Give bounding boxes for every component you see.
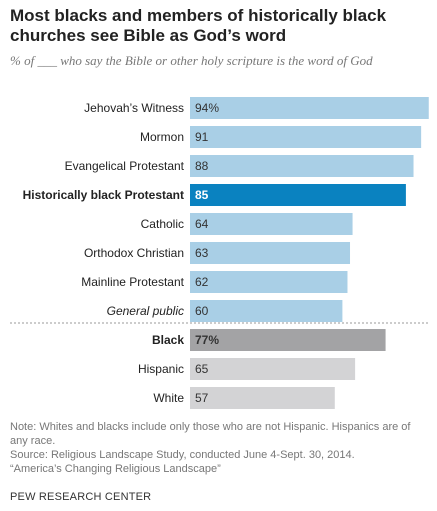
category-label: Catholic	[141, 217, 184, 231]
category-label: Black	[152, 333, 184, 347]
category-label: Evangelical Protestant	[65, 159, 185, 173]
value-label: 60	[195, 304, 209, 318]
source-text: Source: Religious Landscape Study, condu…	[10, 449, 355, 461]
value-label: 91	[195, 130, 209, 144]
value-label: 63	[195, 246, 209, 260]
category-label: Mormon	[140, 130, 184, 144]
category-label: White	[153, 391, 184, 405]
chart-title: Most blacks and members of historically …	[10, 6, 387, 45]
value-label: 85	[195, 188, 209, 202]
bar	[190, 358, 356, 380]
category-label: General public	[107, 304, 184, 318]
bar	[190, 300, 343, 322]
category-label: Jehovah’s Witness	[84, 101, 184, 115]
bar	[190, 97, 429, 119]
value-label: 88	[195, 159, 209, 173]
bar	[190, 155, 414, 177]
value-label: 64	[195, 217, 209, 231]
category-label: Historically black Protestant	[23, 188, 184, 202]
note-text: Note: Whites and blacks include only tho…	[10, 421, 411, 447]
bar-chart: Jehovah’s Witness 94% Mormon 91 Evangelical …	[10, 97, 430, 409]
report-title: “America’s Changing Religious Landscape”	[10, 463, 221, 475]
value-label: 65	[195, 362, 209, 376]
chart-subtitle: % of ___ who say the Bible or other holy…	[10, 53, 373, 68]
bar	[190, 126, 422, 148]
organization-credit: PEW RESEARCH CENTER	[10, 491, 152, 503]
category-label: Hispanic	[138, 362, 184, 376]
category-label: Orthodox Christian	[84, 246, 184, 260]
bar	[190, 271, 348, 293]
bar	[190, 242, 351, 264]
value-label: 94%	[195, 101, 219, 115]
category-label: Mainline Protestant	[81, 275, 184, 289]
value-label: 77%	[195, 333, 219, 347]
value-label: 57	[195, 391, 209, 405]
bar	[190, 387, 335, 409]
bar	[190, 329, 386, 351]
bar	[190, 184, 406, 206]
chart-notes: Note: Whites and blacks include only tho…	[10, 420, 430, 476]
value-label: 62	[195, 275, 209, 289]
bar	[190, 213, 353, 235]
